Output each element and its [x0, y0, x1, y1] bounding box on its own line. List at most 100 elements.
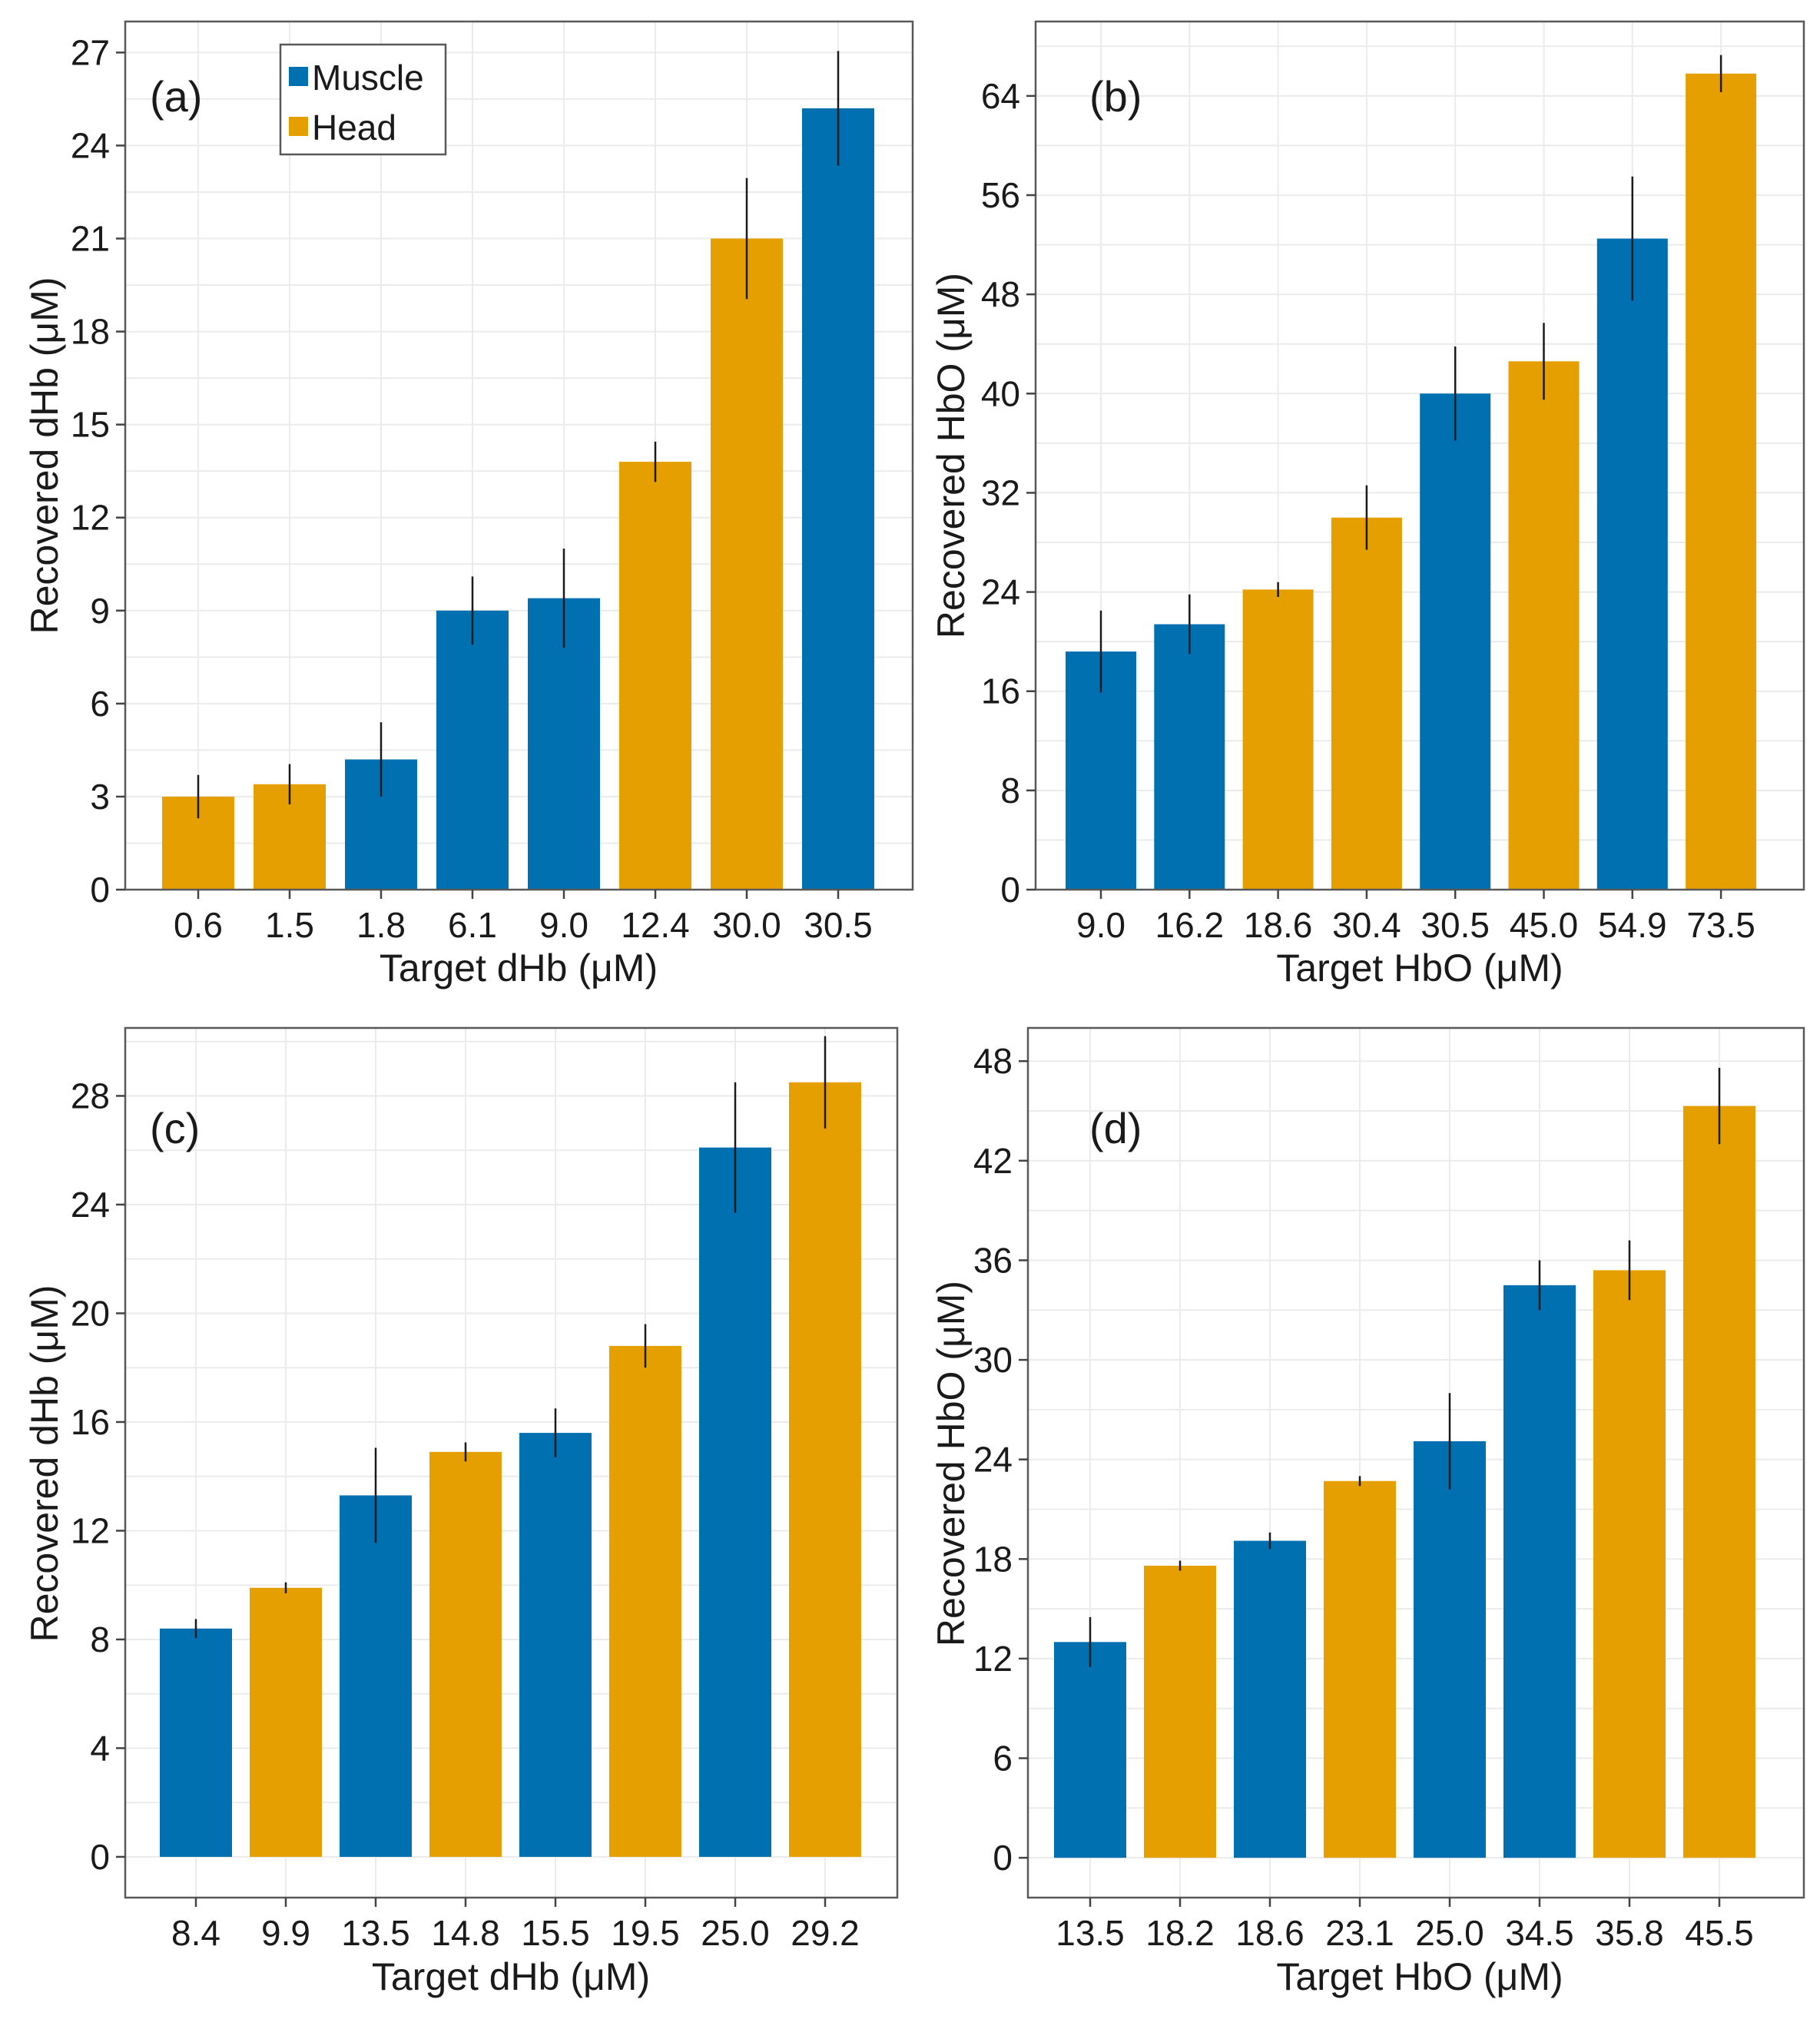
x-axis: 13.5 18.2 18.6 23.1 25.0 34.5 35.8 45.5 [1056, 1898, 1754, 1953]
y-tick-label: 0 [993, 1838, 1013, 1878]
bar-head [1683, 1106, 1755, 1858]
y-tick-label: 18 [973, 1539, 1013, 1579]
x-axis: 9.0 16.2 18.6 30.4 30.5 45.0 54.9 73.5 [1076, 890, 1755, 945]
legend-label-muscle: Muscle [312, 58, 424, 98]
y-tick-label: 27 [71, 32, 110, 72]
gridlines [125, 1028, 897, 1898]
y-tick-label: 24 [981, 572, 1020, 612]
plot-frame [124, 20, 914, 891]
x-tick-label: 18.2 [1145, 1913, 1215, 1953]
y-tick-label: 8 [1000, 771, 1020, 811]
bar-muscle [1054, 1642, 1126, 1858]
x-tick-label: 30.5 [1421, 905, 1490, 945]
y-tick-label: 9 [90, 591, 110, 631]
x-axis: 8.4 9.9 13.5 14.8 15.5 19.5 25.0 29.2 [171, 1898, 860, 1953]
y-tick-label: 0 [90, 870, 110, 910]
panel-a: 0 3 6 9 12 15 18 21 24 27 0.6 1.5 1.8 6.1 9.0 12.4 30.0… [23, 20, 914, 990]
x-tick-label: 34.5 [1505, 1913, 1574, 1953]
bar-head [1686, 73, 1757, 890]
x-tick-label: 1.8 [356, 905, 406, 945]
bar-muscle [802, 108, 874, 890]
y-tick-label: 48 [973, 1041, 1013, 1081]
x-tick-label: 25.0 [1415, 1913, 1484, 1953]
x-tick-label: 30.5 [804, 905, 873, 945]
y-tick-label: 36 [973, 1240, 1013, 1280]
bar-muscle [519, 1433, 592, 1857]
y-tick-label: 3 [90, 777, 110, 817]
bar-muscle [1420, 393, 1491, 890]
y-tick-label: 6 [993, 1739, 1013, 1779]
y-tick-label: 30 [973, 1340, 1013, 1380]
gridlines [125, 22, 913, 890]
bar-muscle [1414, 1440, 1486, 1858]
y-axis: 0 3 6 9 12 15 18 21 24 27 [71, 32, 125, 910]
bars [1054, 1067, 1755, 1858]
y-axis-title: Recovered HbO (μM) [930, 273, 973, 638]
bar-muscle [436, 610, 509, 890]
bar-head [1242, 589, 1314, 890]
y-axis: 0 4 8 12 16 20 24 28 [71, 1076, 125, 1877]
bars [1066, 55, 1757, 890]
bar-head [429, 1451, 502, 1857]
bars [162, 51, 874, 890]
x-tick-label: 0.6 [174, 905, 223, 945]
x-axis-title: Target dHb (μM) [380, 947, 658, 990]
bar-head [789, 1082, 861, 1857]
y-tick-label: 6 [90, 684, 110, 724]
panel-label: (b) [1089, 72, 1142, 121]
bar-head [1324, 1480, 1396, 1858]
panel-c: 0 4 8 12 16 20 24 28 8.4 9.9 13.5 14.8 15.5 19.5 25.0… [23, 1026, 899, 1998]
y-tick-label: 8 [90, 1620, 110, 1659]
x-tick-label: 1.5 [265, 905, 314, 945]
bar-muscle [1503, 1285, 1576, 1858]
x-tick-label: 16.2 [1155, 905, 1225, 945]
bar-head [619, 462, 691, 890]
legend: Muscle Head [279, 43, 447, 156]
y-tick-label: 16 [981, 671, 1020, 711]
x-tick-label: 30.0 [712, 905, 781, 945]
x-axis: 0.6 1.5 1.8 6.1 9.0 12.4 30.0 30.5 [174, 890, 873, 945]
x-tick-label: 45.0 [1510, 905, 1579, 945]
x-tick-label: 19.5 [611, 1913, 680, 1953]
y-tick-label: 4 [90, 1728, 110, 1768]
bar-head [1593, 1270, 1666, 1858]
bar-muscle [1154, 624, 1225, 890]
x-axis-title: Target dHb (μM) [372, 1955, 650, 1998]
bar-muscle [1596, 238, 1668, 890]
y-axis-title: Recovered dHb (μM) [23, 1285, 66, 1642]
y-tick-label: 0 [1000, 870, 1020, 910]
plot-frame [1026, 1026, 1805, 1899]
y-tick-label: 12 [973, 1639, 1013, 1679]
x-tick-label: 18.6 [1235, 1913, 1304, 1953]
panel-b: 0 8 16 24 32 40 48 56 64 9.0 16.2 18.6 30.4 30.5 45.0… [930, 20, 1805, 990]
x-tick-label: 45.5 [1685, 1913, 1754, 1953]
bars [160, 1036, 861, 1857]
bar-muscle [160, 1628, 232, 1857]
y-tick-label: 21 [71, 219, 110, 259]
y-tick-label: 24 [973, 1440, 1013, 1480]
y-tick-label: 20 [71, 1293, 110, 1333]
legend-swatch-head [289, 117, 308, 136]
bar-muscle [1234, 1540, 1306, 1858]
bar-head [250, 1587, 322, 1857]
x-tick-label: 14.8 [431, 1913, 500, 1953]
bar-head [711, 238, 783, 890]
y-axis-title: Recovered dHb (μM) [23, 277, 66, 634]
x-tick-label: 54.9 [1598, 905, 1667, 945]
x-tick-label: 18.6 [1244, 905, 1313, 945]
x-tick-label: 13.5 [1056, 1913, 1125, 1953]
y-axis: 0 6 12 18 24 30 36 42 48 [973, 1041, 1028, 1878]
x-tick-label: 6.1 [448, 905, 497, 945]
bar-muscle [699, 1147, 771, 1857]
bar-head [1144, 1565, 1216, 1858]
bar-head [609, 1345, 681, 1857]
x-tick-label: 9.0 [539, 905, 588, 945]
x-tick-label: 9.0 [1076, 905, 1125, 945]
legend-swatch-muscle [289, 67, 308, 86]
x-tick-label: 35.8 [1595, 1913, 1664, 1953]
x-tick-label: 13.5 [341, 1913, 410, 1953]
y-tick-label: 12 [71, 1510, 110, 1550]
y-tick-label: 24 [71, 1185, 110, 1225]
y-tick-label: 42 [973, 1141, 1013, 1181]
